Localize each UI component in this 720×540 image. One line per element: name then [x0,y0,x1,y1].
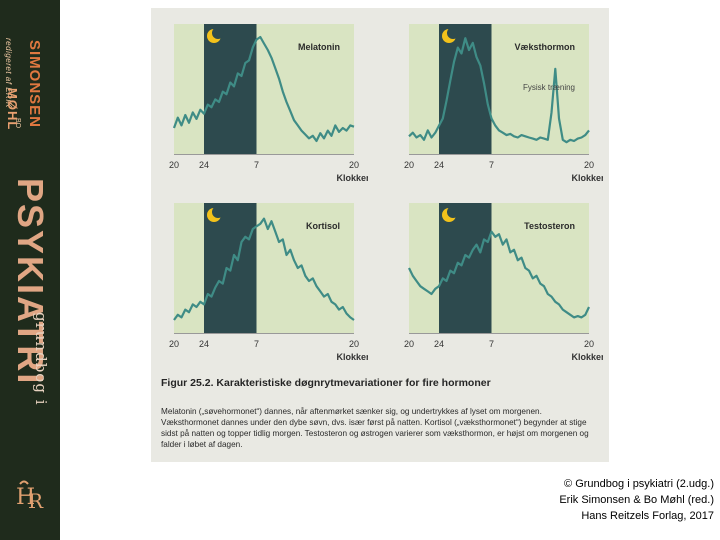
x-tick-label: 20 [169,160,179,170]
svg-text:R: R [28,489,44,512]
x-axis-label: Klokken [336,173,368,183]
x-tick-label: 7 [489,339,494,349]
chart-title: Væksthormon [514,42,575,52]
spine-co-name: MØHL [5,88,20,131]
chart-annotation: Fysisk træning [523,83,575,92]
book-spine: redigeret af ERIK SIMONSEN BO MØHL PSYKI… [0,0,60,540]
chart-title: Melatonin [298,42,340,52]
chart-panel-vaeksthormon: Væksthormon Fysisk træning 20 24 7 20 Klokken [391,16,603,188]
spine-co-prefix: BO [14,118,21,129]
copyright-notice: © Grundbog i psykiatri (2.udg.) Erik Sim… [474,476,714,524]
x-tick-label: 20 [349,160,359,170]
night-period-band [204,24,257,154]
moon-shadow [447,27,459,39]
x-axis-label: Klokken [336,352,368,362]
copyright-line-3: Hans Reitzels Forlag, 2017 [581,510,714,522]
x-tick-label: 7 [489,160,494,170]
x-tick-label: 24 [434,160,444,170]
series-line-melatonin [172,35,355,143]
spine-subtitle: grundbog i [32,312,50,406]
night-period-band [439,203,492,333]
figure-25-2: Melatonin 20 24 7 20 Klokken Væksthormon Fysis… [151,8,609,462]
x-tick-label: 7 [254,160,259,170]
x-tick-label: 20 [584,339,594,349]
svg-text:H: H [16,485,35,510]
moon-shadow [447,206,459,218]
x-axis-label: Klokken [571,173,603,183]
x-axis-label: Klokken [571,352,603,362]
x-tick-label: 7 [254,339,259,349]
x-tick-label: 24 [434,339,444,349]
chart-title: Testosteron [524,221,575,231]
chart-panel-testosteron: Testosteron 20 24 7 20 Klokken [391,195,603,367]
x-tick-label: 20 [404,339,414,349]
series-line-væksthormon [408,37,590,144]
night-period-band [439,24,492,154]
publisher-logo-icon: H R [16,480,44,512]
series-line-kortisol [173,217,355,321]
figure-caption: Melatonin („søvehormonet“) dannes, når a… [161,407,589,449]
chart-title: Kortisol [306,221,340,231]
figure-title: Figur 25.2. Karakteristiske døgnrytmevar… [161,377,491,389]
series-line-testosteron [408,230,590,319]
chart-panel-kortisol: Kortisol 20 24 7 20 Klokken [156,195,368,367]
x-tick-label: 24 [199,339,209,349]
spine-title: PSYKIATRI [10,178,51,386]
x-tick-label: 20 [584,160,594,170]
moon-shadow [212,27,224,39]
x-tick-label: 24 [199,160,209,170]
copyright-line-1: © Grundbog i psykiatri (2.udg.) [564,478,714,490]
x-tick-label: 20 [404,160,414,170]
chart-panel-melatonin: Melatonin 20 24 7 20 Klokken [156,16,368,188]
copyright-line-2: Erik Simonsen & Bo Møhl (red.) [559,494,714,506]
x-tick-label: 20 [169,339,179,349]
spine-editor-name: SIMONSEN [26,40,43,129]
moon-shadow [212,206,224,218]
spine-editor-prefix: redigeret af ERIK [4,38,13,108]
x-tick-label: 20 [349,339,359,349]
